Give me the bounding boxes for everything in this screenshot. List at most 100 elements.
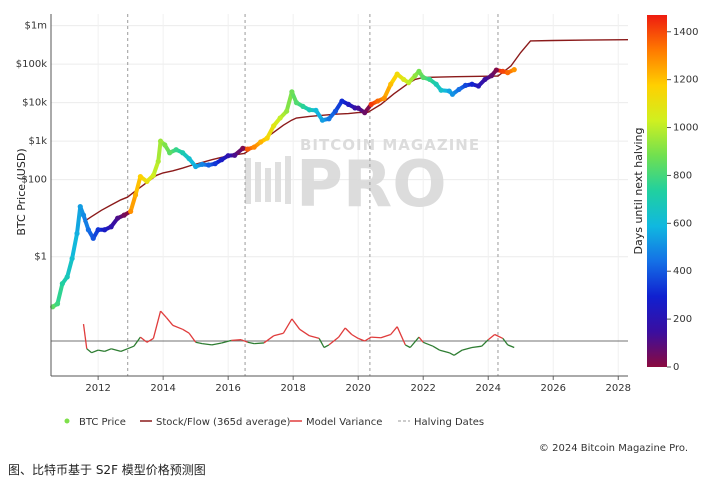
btc-price-point — [77, 203, 83, 210]
variance-segment — [318, 338, 325, 348]
variance-segment — [98, 349, 105, 353]
variance-segment — [338, 327, 346, 338]
btc-price-point — [271, 123, 277, 129]
btc-price-segment — [65, 256, 75, 279]
variance-segment — [152, 310, 162, 339]
btc-price-point — [212, 161, 218, 167]
variance-segment — [146, 337, 154, 343]
axes: $1 $100 $1k $10k $100k $1m 2012 2014 2016 2018 202… — [16, 14, 631, 394]
btc-price-point — [173, 147, 179, 153]
colorbar-tick-label: 0 — [673, 362, 679, 373]
btc-price-point — [449, 91, 456, 97]
btc-price-point — [284, 108, 290, 114]
btc-price-point — [108, 224, 114, 230]
btc-price-point — [405, 80, 412, 86]
plot-area — [50, 14, 629, 376]
variance-segment — [380, 333, 391, 339]
variance-segment — [240, 339, 248, 343]
variance-segment — [418, 336, 424, 343]
variance-segment — [221, 339, 232, 344]
btc-price-point — [240, 145, 246, 151]
variance-segment — [422, 341, 434, 347]
variance-segment — [133, 336, 141, 347]
btc-price-point — [102, 227, 108, 233]
variance-segment — [195, 341, 203, 345]
x-tick-label: 2028 — [606, 383, 631, 394]
x-tick-label: 2020 — [345, 383, 370, 394]
btc-price-point — [375, 98, 381, 104]
btc-price-point — [493, 67, 499, 73]
btc-price-point — [277, 115, 283, 121]
btc-price-point — [115, 215, 121, 221]
btc-price-point — [401, 76, 407, 83]
variance-segment — [328, 336, 340, 346]
legend-label: BTC Price — [79, 417, 126, 428]
btc-price-point — [300, 103, 306, 109]
copyright-text: © 2024 Bitcoin Magazine Pro. — [538, 443, 688, 454]
btc-price-point — [206, 162, 212, 168]
variance-segment — [439, 349, 450, 354]
colorbar-title: Days until next halving — [632, 128, 645, 255]
btc-price-point — [368, 101, 374, 107]
btc-price-point — [85, 227, 91, 233]
variance-segment — [351, 333, 359, 339]
btc-price-point — [144, 178, 150, 185]
btc-price-point — [388, 81, 394, 87]
x-tick-label: 2026 — [541, 383, 566, 394]
btc-price-point — [232, 152, 238, 158]
variance-segment — [231, 339, 242, 341]
btc-price-point — [199, 161, 205, 167]
btc-price-point — [258, 139, 264, 145]
variance-segment — [471, 345, 482, 349]
variance-segment — [507, 344, 515, 349]
btc-price-point — [74, 230, 80, 237]
variance-segment — [309, 335, 320, 340]
btc-price-point — [412, 73, 418, 79]
colorbar-tick-label: 1200 — [673, 75, 698, 86]
btc-price-point — [446, 88, 452, 94]
colorbar-tick-label: 1000 — [673, 123, 698, 134]
btc-price-point — [167, 150, 173, 156]
btc-price-point — [427, 76, 433, 83]
variance-segment — [344, 327, 353, 335]
legend: BTC Price Stock/Flow (365d average) Model … — [64, 417, 484, 428]
btc-price-point — [54, 301, 61, 307]
btc-price-point — [80, 212, 87, 218]
x-tick-label: 2014 — [150, 383, 175, 394]
variance-segment — [323, 344, 330, 349]
variance-segment — [82, 324, 88, 349]
btc-price-point — [462, 82, 469, 89]
btc-price-point — [293, 100, 300, 106]
btc-price-point — [511, 67, 517, 73]
variance-segment — [390, 326, 398, 335]
variance-segment — [127, 345, 135, 350]
colorbar-tick-label: 200 — [673, 314, 692, 325]
variance-segment — [481, 339, 489, 347]
btc-price-point — [186, 156, 192, 162]
btc-price-point — [381, 95, 387, 101]
variance-segment — [502, 338, 509, 346]
btc-price-point — [289, 89, 295, 95]
variance-segment — [188, 332, 197, 343]
legend-label: Model Variance — [306, 417, 382, 428]
btc-price-point — [488, 73, 495, 79]
y-tick-label: $100 — [22, 175, 47, 186]
btc-price-point — [59, 281, 65, 287]
btc-price-point — [251, 144, 257, 150]
btc-price-point — [345, 101, 352, 107]
btc-price-segment — [70, 231, 80, 261]
btc-price-segment — [55, 281, 65, 306]
btc-price-point — [137, 174, 143, 180]
btc-price-point — [332, 108, 339, 114]
legend-label: Halving Dates — [414, 417, 484, 428]
btc-price-point — [420, 74, 426, 81]
btc-price-point — [482, 76, 488, 83]
x-tick-label: 2012 — [85, 383, 110, 394]
btc-price-point — [69, 255, 75, 262]
btc-price-point — [313, 107, 319, 113]
y-tick-label: $1 — [34, 252, 47, 263]
colorbar-tick-label: 600 — [673, 218, 692, 229]
variance-segment — [364, 336, 372, 342]
btc-price-point — [306, 107, 313, 113]
x-tick-label: 2022 — [410, 383, 435, 394]
